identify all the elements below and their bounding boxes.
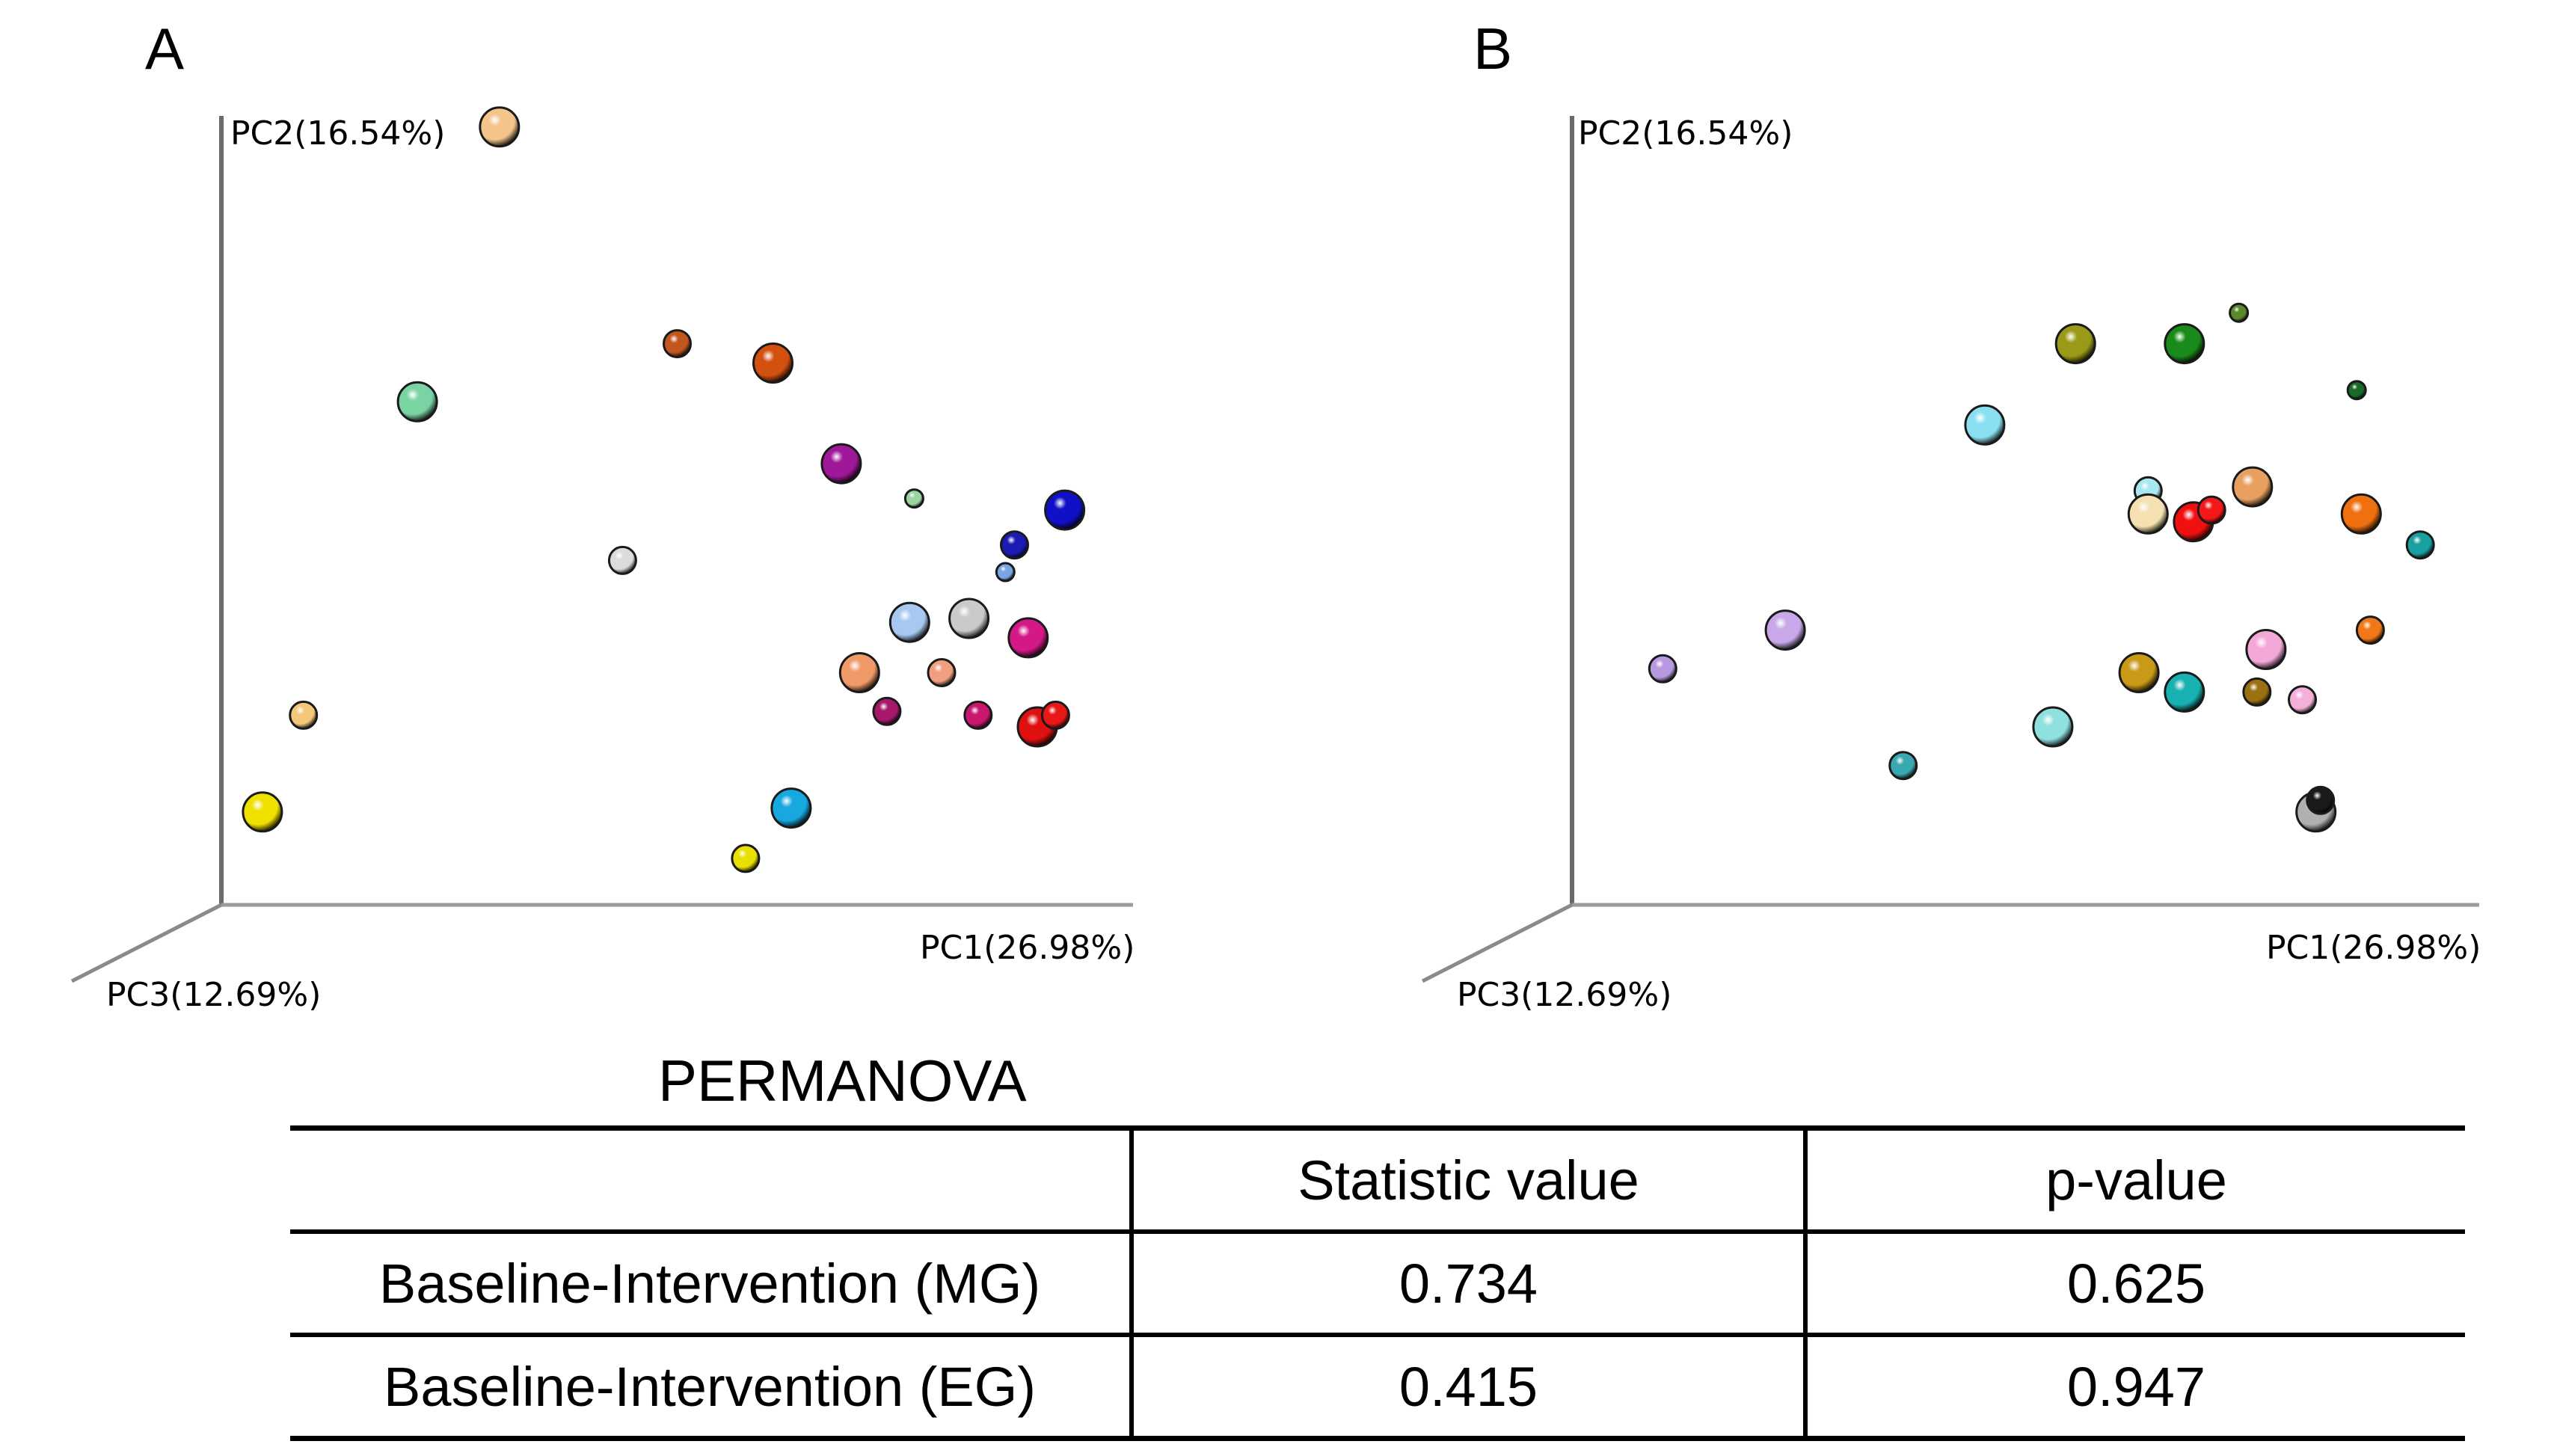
pc3-axis-line (1421, 903, 1574, 983)
data-point (2229, 302, 2250, 323)
data-point (2232, 466, 2274, 508)
data-point (2032, 706, 2074, 748)
data-point (1000, 530, 1029, 560)
pcoa-panel-b: B PC2(16.54%) PC1(26.98%) PC3(12.69%) (1346, 0, 2551, 1032)
data-point (242, 791, 283, 833)
pc3-axis-label: PC3(12.69%) (1457, 976, 1671, 1014)
data-point (2405, 530, 2435, 560)
statistic-value: 0.734 (1129, 1232, 1805, 1337)
table-header-cell: Statistic value (1129, 1125, 1805, 1234)
data-point (2245, 629, 2287, 670)
table-row: Baseline-Intervention (EG) 0.415 0.947 (290, 1335, 2465, 1441)
data-point (872, 696, 902, 726)
data-point (2346, 380, 2367, 401)
data-point (995, 562, 1016, 583)
data-point (820, 443, 862, 485)
data-point (903, 488, 924, 509)
data-point (2127, 493, 2169, 535)
panel-letter-a: A (145, 16, 185, 82)
data-point (927, 658, 957, 687)
table-header-cell: p-value (1803, 1125, 2465, 1234)
row-label: Baseline-Intervention (EG) (290, 1335, 1132, 1441)
pc2-axis-label: PC2(16.54%) (230, 114, 445, 153)
data-point (2288, 685, 2317, 715)
data-point (1888, 751, 1918, 781)
data-point (770, 787, 812, 829)
data-point (888, 601, 930, 643)
pc3-axis-line (70, 903, 223, 983)
data-point (1040, 700, 1070, 730)
table-row: Baseline-Intervention (MG) 0.734 0.625 (290, 1232, 2465, 1337)
p-value: 0.947 (1803, 1335, 2465, 1441)
data-point (1044, 489, 1086, 531)
pcoa-panel-a: A PC2(16.54%) PC1(26.98%) PC3(12.69%) (0, 0, 1275, 1032)
statistic-value: 0.415 (1129, 1335, 1805, 1441)
data-point (2242, 677, 2272, 707)
data-point (1648, 654, 1677, 684)
pc1-axis-label: PC1(26.98%) (2266, 929, 2481, 967)
data-points-b (1648, 302, 2435, 833)
pc3-axis-label: PC3(12.69%) (106, 976, 321, 1014)
data-point (2054, 323, 2096, 365)
data-point (2164, 323, 2205, 365)
permanova-title: PERMANOVA (658, 1048, 1027, 1113)
data-point (2118, 652, 2160, 693)
data-point (663, 329, 692, 359)
table-header-row: Statistic value p-value (290, 1125, 2465, 1234)
permanova-table: Statistic value p-value Baseline-Interve… (290, 1125, 2465, 1441)
data-point (731, 844, 761, 873)
data-point (948, 598, 990, 639)
pc1-axis-label: PC1(26.98%) (920, 929, 1135, 967)
data-point (396, 381, 438, 423)
data-points-a (242, 106, 1086, 873)
panel-letter-b: B (1473, 16, 1513, 82)
data-point (1964, 404, 2006, 446)
data-point (2306, 785, 2336, 815)
data-point (2355, 615, 2385, 645)
data-point (2340, 493, 2382, 535)
table-header-cell (290, 1125, 1132, 1234)
data-point (838, 652, 880, 693)
data-point (963, 700, 993, 730)
data-point (2197, 495, 2226, 525)
row-label: Baseline-Intervention (MG) (290, 1232, 1132, 1337)
data-point (2164, 671, 2205, 713)
pcoa-plot-b: PC2(16.54%) PC1(26.98%) PC3(12.69%) (1421, 114, 2481, 1014)
data-point (479, 106, 521, 148)
data-point (289, 700, 319, 730)
data-point (752, 343, 793, 384)
data-point (1007, 617, 1049, 659)
pc2-axis-label: PC2(16.54%) (1578, 114, 1793, 153)
data-point (607, 545, 637, 575)
pcoa-plot-a: PC2(16.54%) PC1(26.98%) PC3(12.69%) (70, 106, 1135, 1014)
data-point (1764, 609, 1806, 651)
p-value: 0.625 (1803, 1232, 2465, 1337)
